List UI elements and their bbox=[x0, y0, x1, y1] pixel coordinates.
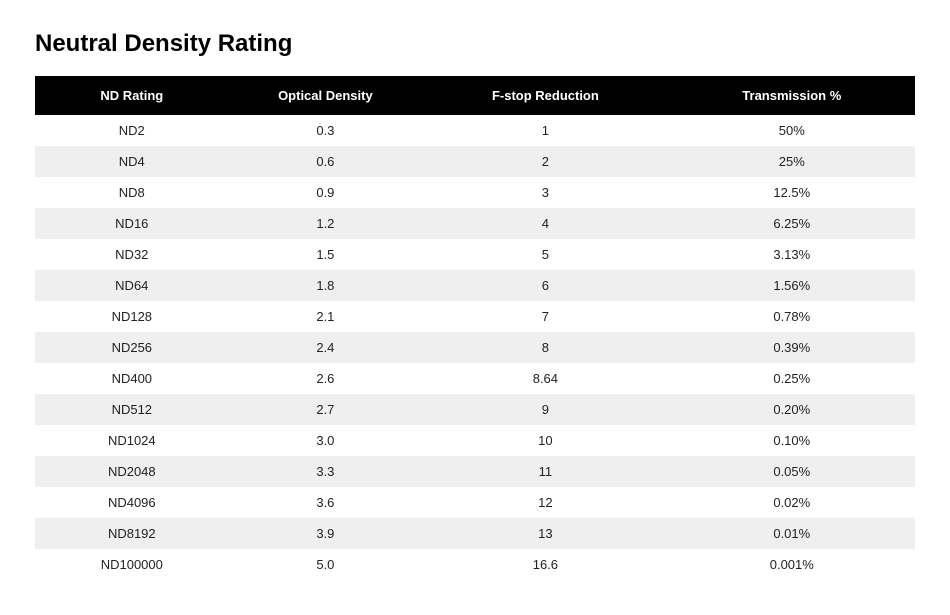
table-cell: 4 bbox=[422, 208, 668, 239]
table-cell: 9 bbox=[422, 394, 668, 425]
table-cell: 2.4 bbox=[229, 332, 423, 363]
table-cell: 10 bbox=[422, 425, 668, 456]
table-cell: 0.10% bbox=[669, 425, 915, 456]
table-cell: ND400 bbox=[35, 363, 229, 394]
table-cell: 0.25% bbox=[669, 363, 915, 394]
nd-rating-table: ND Rating Optical Density F-stop Reducti… bbox=[35, 76, 915, 580]
table-cell: 3.13% bbox=[669, 239, 915, 270]
th-nd-rating: ND Rating bbox=[35, 76, 229, 115]
table-cell: 3 bbox=[422, 177, 668, 208]
table-cell: 6.25% bbox=[669, 208, 915, 239]
table-cell: 0.78% bbox=[669, 301, 915, 332]
table-cell: ND4 bbox=[35, 146, 229, 177]
table-cell: ND64 bbox=[35, 270, 229, 301]
table-cell: ND4096 bbox=[35, 487, 229, 518]
table-cell: 5 bbox=[422, 239, 668, 270]
table-cell: 8.64 bbox=[422, 363, 668, 394]
table-cell: 11 bbox=[422, 456, 668, 487]
table-cell: 2.7 bbox=[229, 394, 423, 425]
table-cell: 0.39% bbox=[669, 332, 915, 363]
table-cell: 0.01% bbox=[669, 518, 915, 549]
table-cell: 3.6 bbox=[229, 487, 423, 518]
table-cell: ND16 bbox=[35, 208, 229, 239]
table-cell: ND8192 bbox=[35, 518, 229, 549]
table-row: ND20483.3110.05% bbox=[35, 456, 915, 487]
table-row: ND40963.6120.02% bbox=[35, 487, 915, 518]
table-cell: 1.8 bbox=[229, 270, 423, 301]
table-cell: ND512 bbox=[35, 394, 229, 425]
table-cell: 2.1 bbox=[229, 301, 423, 332]
table-cell: 1.5 bbox=[229, 239, 423, 270]
table-row: ND40.6225% bbox=[35, 146, 915, 177]
table-row: ND1000005.016.60.001% bbox=[35, 549, 915, 580]
table-cell: ND1024 bbox=[35, 425, 229, 456]
table-cell: 0.9 bbox=[229, 177, 423, 208]
table-cell: ND2 bbox=[35, 115, 229, 146]
table-cell: ND256 bbox=[35, 332, 229, 363]
table-row: ND5122.790.20% bbox=[35, 394, 915, 425]
th-optical-density: Optical Density bbox=[229, 76, 423, 115]
page-title: Neutral Density Rating bbox=[35, 30, 915, 58]
table-row: ND80.9312.5% bbox=[35, 177, 915, 208]
table-cell: ND2048 bbox=[35, 456, 229, 487]
table-cell: 2.6 bbox=[229, 363, 423, 394]
table-cell: ND8 bbox=[35, 177, 229, 208]
table-cell: 13 bbox=[422, 518, 668, 549]
table-cell: 2 bbox=[422, 146, 668, 177]
table-row: ND2562.480.39% bbox=[35, 332, 915, 363]
table-cell: 8 bbox=[422, 332, 668, 363]
table-cell: 0.001% bbox=[669, 549, 915, 580]
table-cell: 3.0 bbox=[229, 425, 423, 456]
page-container: Neutral Density Rating ND Rating Optical… bbox=[0, 0, 950, 610]
table-cell: 0.3 bbox=[229, 115, 423, 146]
table-row: ND4002.68.640.25% bbox=[35, 363, 915, 394]
table-cell: 0.6 bbox=[229, 146, 423, 177]
table-cell: 6 bbox=[422, 270, 668, 301]
table-row: ND161.246.25% bbox=[35, 208, 915, 239]
table-cell: 0.20% bbox=[669, 394, 915, 425]
th-fstop: F-stop Reduction bbox=[422, 76, 668, 115]
table-row: ND1282.170.78% bbox=[35, 301, 915, 332]
table-cell: 3.9 bbox=[229, 518, 423, 549]
table-cell: ND32 bbox=[35, 239, 229, 270]
table-row: ND10243.0100.10% bbox=[35, 425, 915, 456]
table-cell: ND100000 bbox=[35, 549, 229, 580]
table-cell: 0.02% bbox=[669, 487, 915, 518]
table-cell: 1 bbox=[422, 115, 668, 146]
table-cell: 1.56% bbox=[669, 270, 915, 301]
table-row: ND20.3150% bbox=[35, 115, 915, 146]
table-cell: 12 bbox=[422, 487, 668, 518]
table-cell: 3.3 bbox=[229, 456, 423, 487]
table-row: ND81923.9130.01% bbox=[35, 518, 915, 549]
table-body: ND20.3150%ND40.6225%ND80.9312.5%ND161.24… bbox=[35, 115, 915, 580]
table-row: ND641.861.56% bbox=[35, 270, 915, 301]
table-cell: ND128 bbox=[35, 301, 229, 332]
table-cell: 25% bbox=[669, 146, 915, 177]
table-cell: 5.0 bbox=[229, 549, 423, 580]
table-cell: 7 bbox=[422, 301, 668, 332]
table-cell: 0.05% bbox=[669, 456, 915, 487]
table-cell: 50% bbox=[669, 115, 915, 146]
table-cell: 16.6 bbox=[422, 549, 668, 580]
table-row: ND321.553.13% bbox=[35, 239, 915, 270]
table-header-row: ND Rating Optical Density F-stop Reducti… bbox=[35, 76, 915, 115]
table-cell: 1.2 bbox=[229, 208, 423, 239]
th-transmission: Transmission % bbox=[669, 76, 915, 115]
table-cell: 12.5% bbox=[669, 177, 915, 208]
